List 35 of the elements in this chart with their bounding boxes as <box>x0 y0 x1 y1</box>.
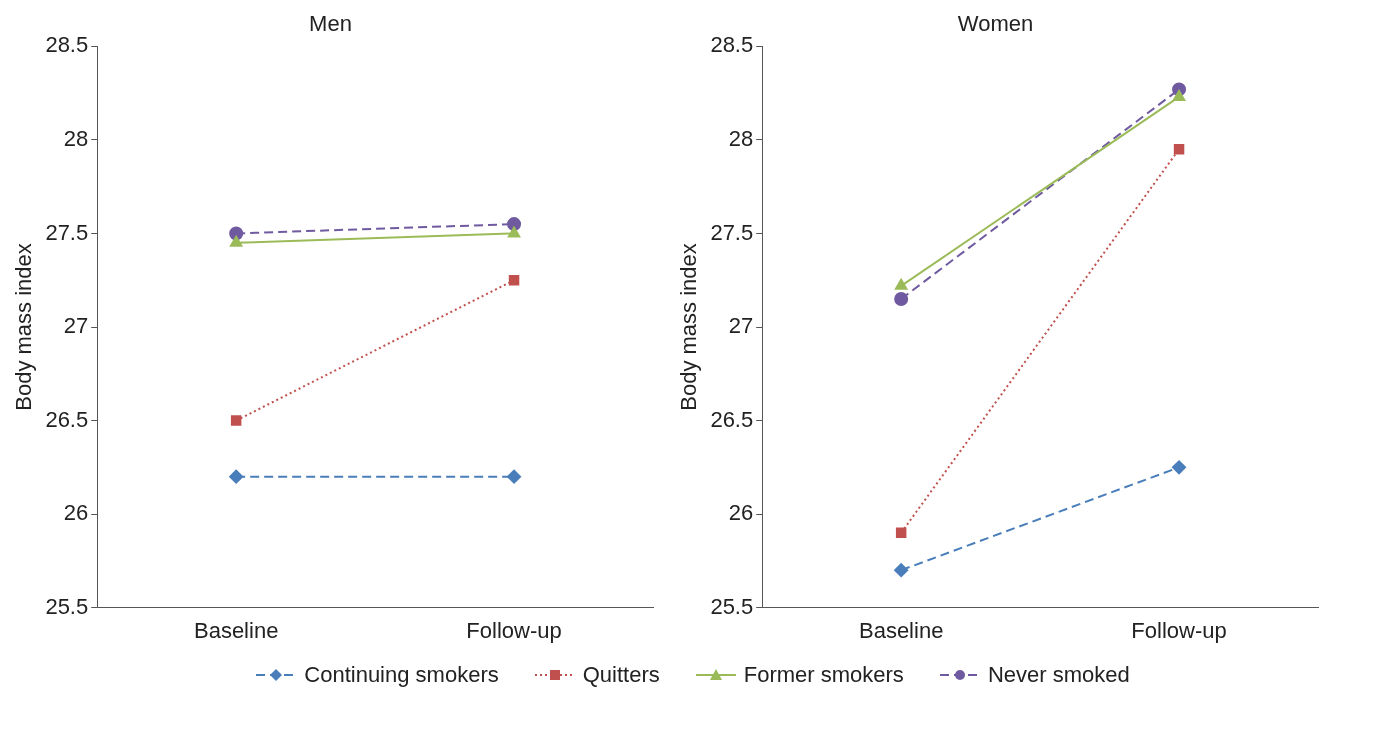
point <box>1172 460 1187 475</box>
y-axis-title: Body mass index <box>11 243 37 411</box>
point <box>230 415 242 426</box>
y-tick-label: 27.5 <box>45 219 89 245</box>
y-tick-label: 28 <box>63 126 89 151</box>
point <box>895 527 907 539</box>
y-tick-label: 26 <box>63 500 89 526</box>
chart-title: Women <box>957 11 1034 37</box>
y-tick-label: 26.5 <box>45 406 89 432</box>
y-axis-title: Body mass index <box>676 243 702 411</box>
y-tick-label: 25.5 <box>710 593 754 619</box>
point <box>507 469 522 484</box>
y-tick-label: 28 <box>728 126 754 151</box>
point <box>508 274 520 286</box>
legend-label: Quitters <box>582 662 660 688</box>
point <box>894 563 909 578</box>
chart-title: Men <box>309 11 352 37</box>
y-tick-label: 28.5 <box>710 32 754 58</box>
y-tick-label: 25.5 <box>45 593 89 619</box>
y-tick-label: 26.5 <box>710 406 754 432</box>
x-tick-label: Follow-up <box>466 617 562 643</box>
legend-label: Never smoked <box>987 662 1130 688</box>
legend-label: Former smokers <box>743 662 904 688</box>
x-tick-label: Baseline <box>193 617 279 643</box>
point <box>1173 144 1185 155</box>
x-tick-label: Follow-up <box>1131 617 1227 643</box>
y-tick-label: 28.5 <box>45 32 89 58</box>
legend-label: Continuing smokers <box>304 662 499 688</box>
y-tick-label: 27 <box>728 313 754 339</box>
x-tick-label: Baseline <box>858 617 944 643</box>
y-tick-label: 27.5 <box>710 219 754 245</box>
point <box>229 469 244 484</box>
y-tick-label: 27 <box>63 313 89 339</box>
point <box>894 291 909 306</box>
y-tick-label: 26 <box>728 500 754 526</box>
